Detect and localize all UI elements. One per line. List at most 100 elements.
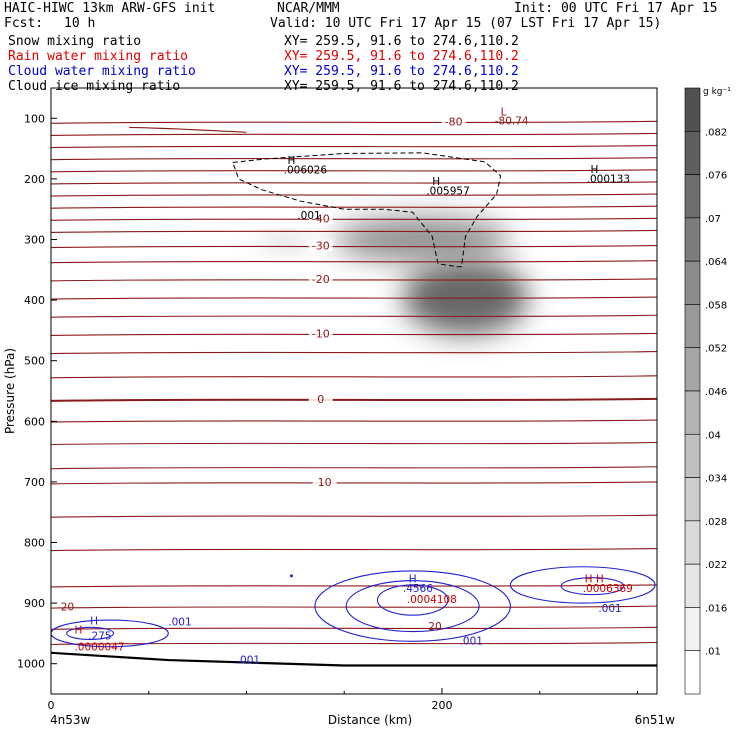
fcst-value: 10 h xyxy=(64,16,96,31)
colorbar-swatch xyxy=(684,304,701,349)
annotation-label: .4566 xyxy=(403,583,433,595)
annotation-label: H xyxy=(90,615,98,627)
isotherm-line xyxy=(51,181,657,185)
annotation-label: .0004108 xyxy=(407,594,457,606)
isotherm-line xyxy=(51,626,657,630)
y-tick-label: 800 xyxy=(24,537,45,550)
colorbar-level-label: .022 xyxy=(705,560,727,571)
isotherm-line xyxy=(51,314,657,318)
isotherm-line xyxy=(51,351,657,355)
valid-time: Valid: 10 UTC Fri 17 Apr 15 (07 LST Fri … xyxy=(270,16,662,31)
isotherm-label: -40 xyxy=(312,212,330,225)
field-xy-cloud-ice: XY= 259.5, 91.6 to 274.6,110.2 xyxy=(284,79,519,94)
isotherm-line xyxy=(51,169,657,173)
y-tick-label: 900 xyxy=(24,597,45,610)
field-xy-snow: XY= 259.5, 91.6 to 274.6,110.2 xyxy=(284,34,519,49)
colorbar-swatch xyxy=(684,390,701,435)
isotherm-label-bg xyxy=(308,212,333,225)
isotherm-label-bg xyxy=(308,272,333,285)
shaded-blob-1 xyxy=(334,216,511,263)
annotation-label: 20 xyxy=(428,621,441,633)
x-axis-label: Distance (km) xyxy=(328,713,412,727)
colorbar-level-label: .052 xyxy=(705,344,727,355)
colorbar-swatch xyxy=(684,650,701,695)
cloud-water-contour xyxy=(314,570,511,642)
isotherm-line xyxy=(51,641,657,646)
isotherm-label-bg xyxy=(308,392,333,405)
isotherm-line xyxy=(51,397,657,402)
isotherm-line xyxy=(51,229,657,233)
shaded-blob-2 xyxy=(258,235,313,250)
cloud-water-contour xyxy=(345,580,480,633)
plot-frame xyxy=(50,87,658,695)
annotation-label: .275 xyxy=(88,630,111,642)
colorbar-level-label: .028 xyxy=(705,517,727,528)
isotherm-line xyxy=(51,193,657,197)
annotation-label: .001 xyxy=(297,210,320,222)
fcst-label: Fcst: xyxy=(4,16,44,31)
annotation-label: .001 xyxy=(237,655,260,667)
cloud-water-contour xyxy=(509,566,656,604)
model-title: HAIC-HIWC 13km ARW-GFS init xyxy=(4,1,216,16)
x-tick-label: 200 xyxy=(431,699,452,712)
isotherm-line xyxy=(51,332,657,336)
isotherm-line xyxy=(51,605,657,609)
annotation-label: H xyxy=(288,155,296,167)
isotherm-line xyxy=(51,548,657,552)
annotation-label: -80.74 xyxy=(495,115,529,127)
isotherm-line xyxy=(51,514,657,518)
isotherm-line xyxy=(51,260,657,264)
isotherm-line xyxy=(51,466,657,470)
x-end-label-right: 6n51w xyxy=(635,713,676,727)
colorbar-level-label: .076 xyxy=(705,171,727,182)
y-tick-label: 200 xyxy=(24,173,45,186)
y-tick-label: 100 xyxy=(24,112,45,125)
field-name-rain: Rain water mixing ratio xyxy=(8,49,189,64)
isotherm-line xyxy=(51,419,657,423)
annotation-label: .0000047 xyxy=(74,641,124,653)
colorbar-level-label: .064 xyxy=(705,257,727,268)
isotherm-line xyxy=(51,217,657,221)
isotherm-label-bg xyxy=(312,475,337,488)
isotherm-line xyxy=(51,205,657,209)
colorbar-level-label: .058 xyxy=(705,300,727,311)
isotherm-label: 0 xyxy=(317,393,324,406)
isotherm-line xyxy=(51,157,657,161)
annotation-label: .005957 xyxy=(426,186,469,198)
isotherm-label: -80 xyxy=(445,115,463,128)
y-tick-label: 300 xyxy=(24,234,45,247)
colorbar-level-label: .082 xyxy=(705,127,727,138)
isotherm-line xyxy=(51,120,657,124)
isotherm-line xyxy=(51,584,657,588)
isotherm-label: -10 xyxy=(312,327,330,340)
annotation-label: H xyxy=(432,176,440,188)
colorbar-swatch xyxy=(684,217,701,262)
field-name-cloud-ice: Cloud ice mixing ratio xyxy=(8,79,181,94)
y-axis-label: Pressure (hPa) xyxy=(3,348,17,434)
field-name-cloud-water: Cloud water mixing ratio xyxy=(8,64,196,79)
annotation-label: .006026 xyxy=(284,164,328,176)
isotherm-line xyxy=(51,132,657,136)
annotation-label: .0006369 xyxy=(583,583,633,595)
colorbar-level-label: .034 xyxy=(705,474,727,485)
annotation-label: H xyxy=(409,573,417,585)
colorbar-swatch xyxy=(684,174,701,219)
colorbar-level-label: .04 xyxy=(705,430,721,441)
annotation-label: .001 xyxy=(598,603,621,615)
colorbar-swatch xyxy=(684,607,701,652)
y-tick-label: 400 xyxy=(24,294,45,307)
y-tick-label: 1000 xyxy=(17,658,45,671)
isotherm-line xyxy=(51,296,657,300)
colorbar-swatch xyxy=(684,520,701,565)
annotation-label: .001 xyxy=(460,635,483,647)
isotherm-label: -20 xyxy=(312,273,330,286)
org-label: NCAR/MMM xyxy=(277,1,340,16)
colorbar-swatch xyxy=(684,563,701,608)
isotherm-label: 10 xyxy=(318,476,332,489)
annotation-label: H xyxy=(591,164,599,176)
isotherm-arc xyxy=(129,126,247,133)
colorbar-level-label: .046 xyxy=(705,387,727,398)
colorbar-swatch xyxy=(684,477,701,522)
field-xy-cloud-water: XY= 259.5, 91.6 to 274.6,110.2 xyxy=(284,64,519,79)
colorbar-level-label: .07 xyxy=(705,214,721,225)
